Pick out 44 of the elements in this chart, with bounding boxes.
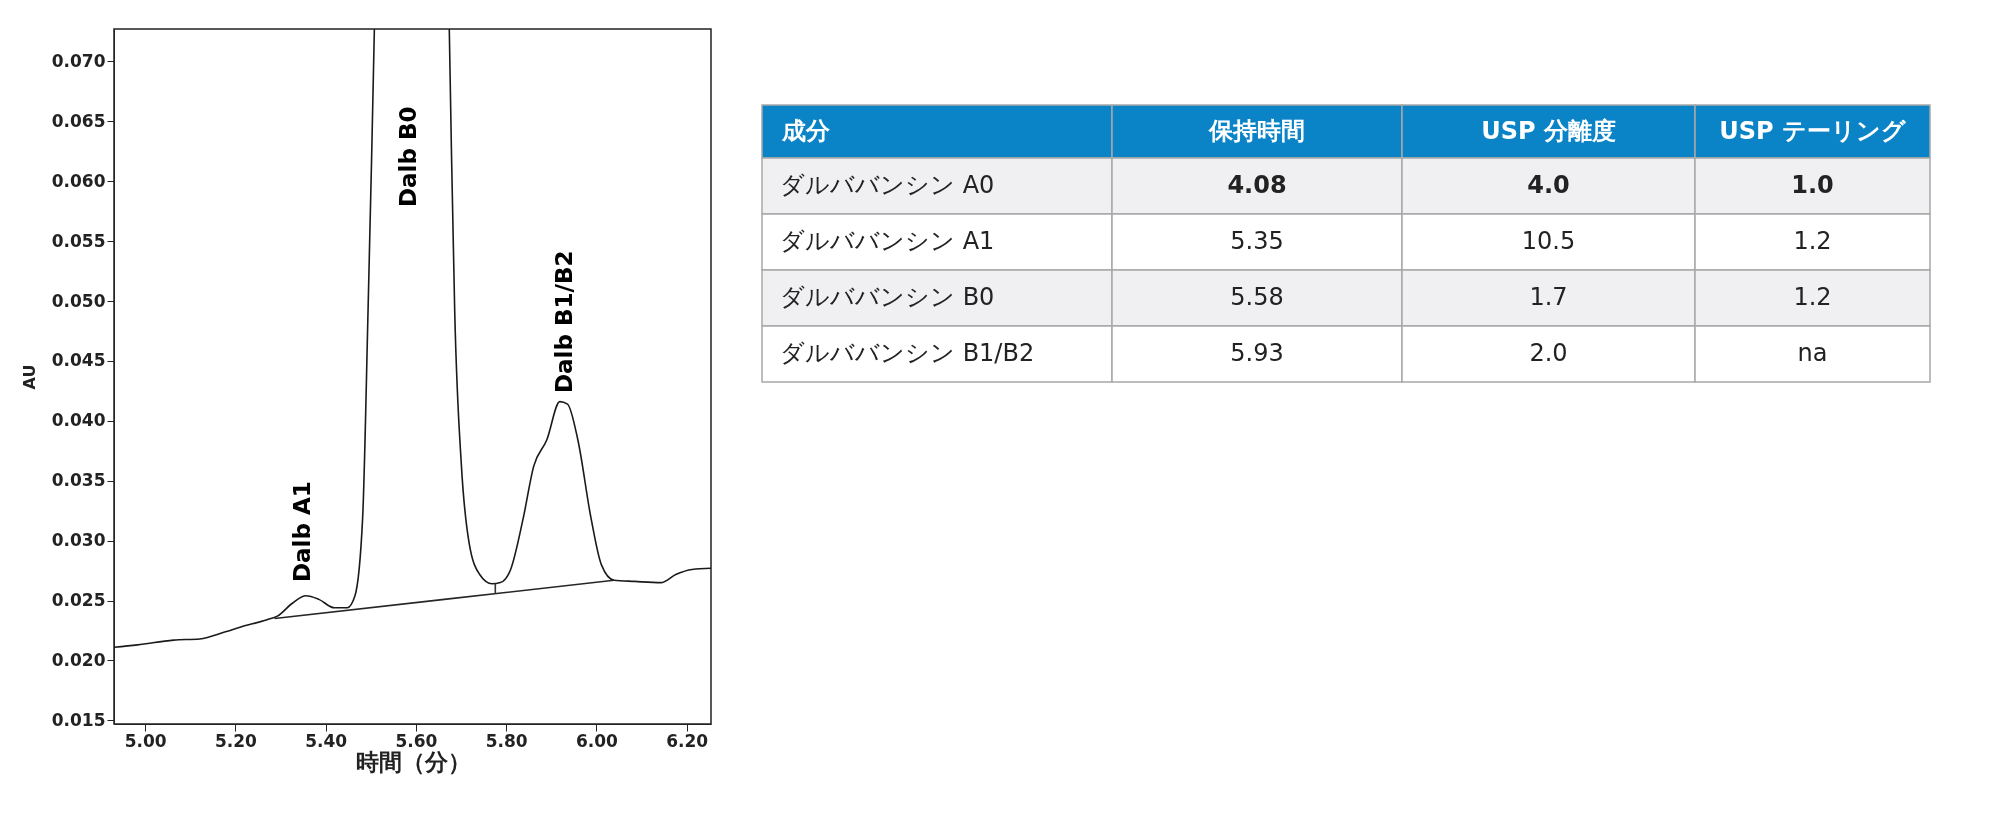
- y-tick-label: 0.065: [51, 110, 106, 131]
- category-label: USP 分離度: [1481, 116, 1616, 145]
- y-tick-label: 0.050: [51, 290, 106, 311]
- text: 4.0: [1527, 171, 1570, 199]
- text: 10.5: [1521, 227, 1576, 255]
- y-tick-label: 0.070: [51, 50, 106, 71]
- x-tick-label: 5.40: [305, 730, 348, 751]
- y-tick-label: 0.060: [51, 170, 106, 191]
- text: ダルババンシン B0: [780, 283, 995, 311]
- text: 5.93: [1230, 339, 1284, 367]
- text: 2.0: [1529, 339, 1568, 367]
- x-tick-label: 5.00: [124, 730, 167, 751]
- y-axis-title: AU: [19, 364, 39, 390]
- text: 1.0: [1791, 171, 1834, 199]
- x-axis-title: 時間（分）: [355, 748, 471, 775]
- annotation: Dalb B0: [395, 106, 421, 207]
- y-tick-label: 0.025: [51, 590, 106, 611]
- text: 1.2: [1793, 283, 1832, 311]
- y-tick-label: 0.055: [51, 230, 106, 251]
- y-tick-label: 0.020: [51, 649, 106, 670]
- text: 1.2: [1793, 227, 1832, 255]
- annotation: Dalb B1/B2: [551, 250, 577, 393]
- text: 5.35: [1230, 227, 1284, 255]
- x-tick-label: 5.20: [214, 730, 258, 751]
- x-tick-label: 6.20: [666, 730, 709, 751]
- category-label: 保持時間: [1208, 116, 1305, 145]
- text: ダルババンシン A1: [780, 227, 995, 255]
- x-tick-label: 6.00: [575, 730, 619, 751]
- y-tick-label: 0.045: [51, 350, 106, 371]
- y-tick-label: 0.040: [51, 410, 106, 431]
- text: ダルババンシン A0: [780, 171, 995, 199]
- y-tick-label: 0.030: [51, 530, 106, 551]
- category-label: 成分: [781, 116, 831, 145]
- text: 1.7: [1529, 283, 1568, 311]
- y-tick-label: 0.035: [51, 470, 106, 491]
- text: 5.58: [1230, 283, 1284, 311]
- text: na: [1797, 339, 1828, 367]
- annotation: Dalb A1: [289, 481, 315, 582]
- text: ダルババンシン B1/B2: [780, 339, 1035, 367]
- text: 4.08: [1227, 171, 1287, 199]
- y-tick-label: 0.015: [51, 709, 106, 730]
- x-tick-label: 5.60: [395, 730, 438, 751]
- x-tick-label: 5.80: [485, 730, 528, 751]
- category-label: USP テーリング: [1719, 116, 1907, 145]
